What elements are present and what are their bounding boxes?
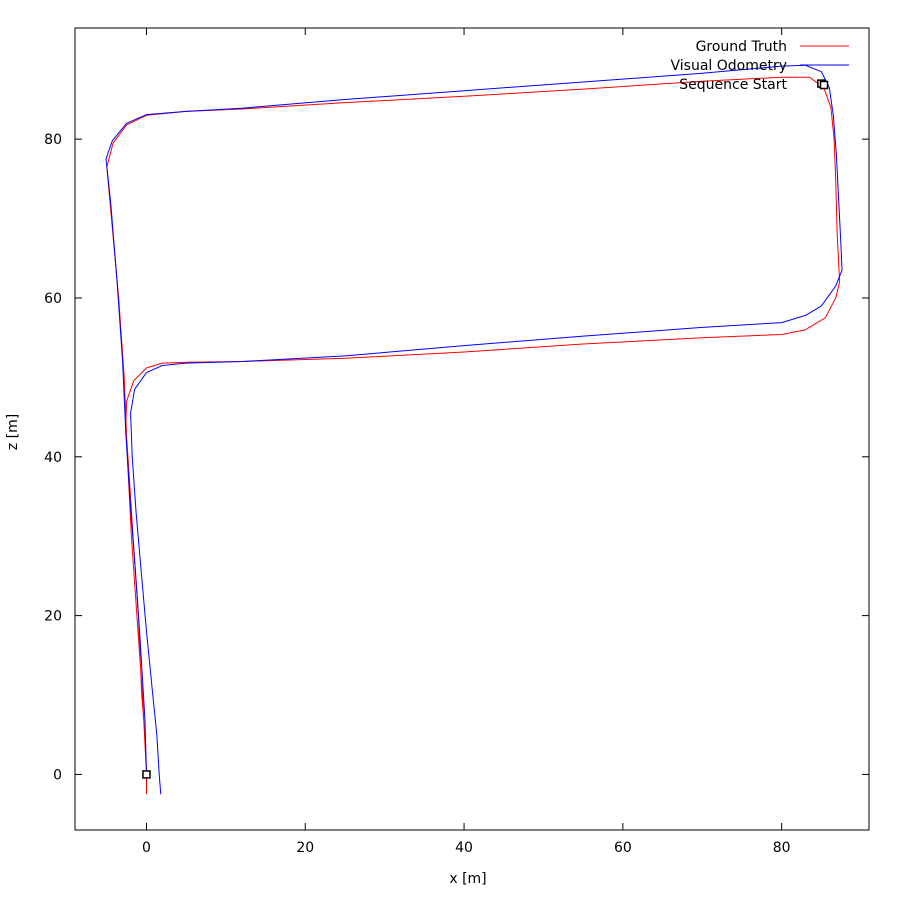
x-tick-label: 80 [773,840,791,856]
x-tick-label: 60 [614,840,632,856]
visual-odometry-line [105,64,843,795]
sequence-start-marker [142,770,151,779]
y-tick-label: 60 [44,291,62,307]
x-tick-label: 0 [142,840,151,856]
y-tick-label: 0 [53,767,62,783]
tick-layer: 0 20 40 60 80 0 20 40 60 80 [44,28,869,856]
legend-label-ground-truth: Ground Truth [696,39,787,55]
legend-label-sequence-start: Sequence Start [679,77,787,93]
x-axis-label: x [m] [449,871,486,887]
x-tick-label: 40 [455,840,473,856]
y-tick-label: 40 [44,450,62,466]
x-tick-label: 20 [296,840,314,856]
legend-sample-sequence-start [819,80,829,90]
y-tick-label: 20 [44,609,62,625]
y-tick-label: 80 [44,132,62,148]
y-axis-label: z [m] [5,414,21,450]
plot-frame [74,27,870,831]
legend-label-visual-odometry: Visual Odometry [671,58,788,74]
legend: Ground Truth Visual Odometry Sequence Star… [671,39,849,93]
